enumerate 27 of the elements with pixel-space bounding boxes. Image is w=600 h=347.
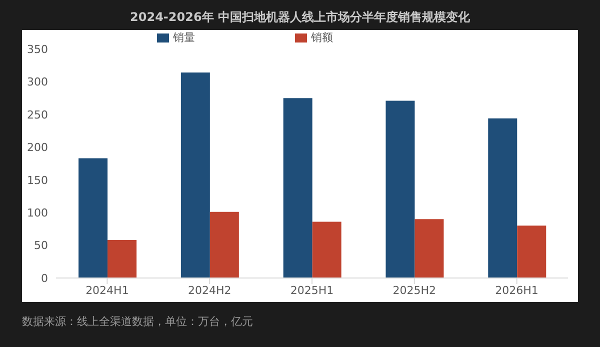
y-tick-label: 200 (27, 141, 48, 154)
x-tick-label: 2025H2 (392, 284, 436, 297)
bar (488, 118, 518, 278)
x-tick-label: 2026H1 (495, 284, 538, 297)
bar (180, 72, 210, 278)
legend-label: 销额 (311, 31, 333, 44)
legend-label: 销量 (173, 31, 195, 44)
y-tick-label: 100 (27, 206, 48, 220)
bar (108, 240, 137, 278)
bar (517, 226, 546, 278)
y-tick-label: 50 (34, 239, 48, 252)
bar (312, 222, 342, 278)
y-tick-label: 350 (27, 42, 48, 56)
y-tick-label: 150 (27, 174, 48, 187)
y-tick-label: 300 (27, 76, 48, 89)
bar (210, 212, 239, 278)
bar (283, 98, 312, 278)
bar (414, 219, 444, 278)
x-tick-label: 2024H2 (188, 284, 232, 297)
x-tick-label: 2025H1 (290, 284, 334, 297)
y-tick-label: 0 (41, 272, 48, 285)
source-note: 数据来源：线上全渠道数据，单位：万台，亿元 (22, 314, 253, 329)
y-tick-label: 250 (27, 108, 48, 122)
chart-title: 2024-2026年 中国扫地机器人线上市场分半年度销售规模变化 (129, 9, 471, 26)
x-tick-label: 2024H1 (86, 284, 129, 297)
bar (78, 158, 108, 278)
bar (386, 100, 415, 278)
